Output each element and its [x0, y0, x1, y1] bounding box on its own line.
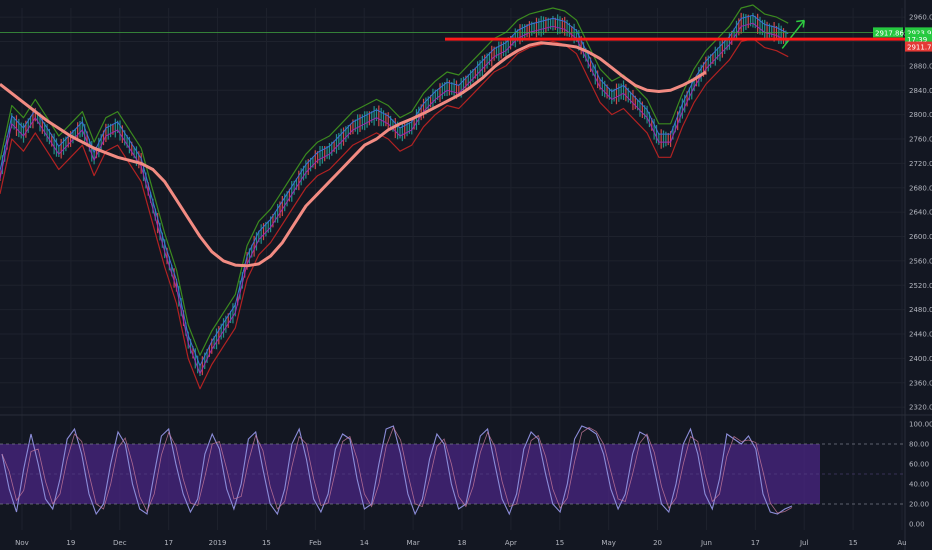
time-tick-label: 14: [360, 539, 369, 547]
time-tick-label: 20: [653, 539, 662, 547]
time-tick-label: Apr: [505, 539, 517, 547]
time-tick-label: Nov: [15, 539, 29, 547]
price-tag-box: [905, 27, 932, 38]
price-tick-label: 2720.0: [909, 160, 932, 168]
time-tick-label: Jun: [700, 539, 712, 547]
price-tick-label: 2520.0: [909, 282, 932, 290]
time-tick-label: 15: [849, 539, 858, 547]
stochastic-panel: [0, 425, 905, 516]
price-tick-label: 2360.0: [909, 379, 932, 387]
fast-ma-line: [0, 14, 789, 367]
price-tick-label: 2400.0: [909, 355, 932, 363]
time-tick-label: 15: [555, 539, 564, 547]
time-tick-label: 19: [66, 539, 75, 547]
stoch-tick-label: 40.00: [909, 481, 929, 489]
price-tag-label: 2917.862: [875, 29, 908, 37]
price-tick-label: 2560.0: [909, 257, 932, 265]
price-tick-label: 2680.0: [909, 184, 932, 192]
mid-ma-line: [0, 22, 789, 375]
price-tag-label: 2911.7: [907, 44, 932, 52]
time-tick-label: May: [601, 539, 615, 547]
stoch-d-line: [1, 426, 793, 514]
stoch-tick-label: 100.00: [909, 421, 932, 429]
time-tick-label: 18: [458, 539, 467, 547]
price-tag-box: [905, 34, 932, 45]
price-tag-box: [873, 27, 903, 38]
trend-arrow-head: [796, 19, 805, 28]
stoch-tick-label: 0.00: [909, 521, 925, 529]
time-tick-label: Au: [897, 539, 906, 547]
level-lines: [0, 31, 905, 41]
price-tick-label: 2600.0: [909, 233, 932, 241]
axes: 2960.02920.02880.02840.02800.02760.02720…: [15, 14, 932, 547]
price-tick-label: 2800.0: [909, 111, 932, 119]
price-tick-label: 2440.0: [909, 331, 932, 339]
stoch-tick-label: 60.00: [909, 461, 929, 469]
price-tick-label: 2760.0: [909, 136, 932, 144]
price-tag-label: 2923.9: [907, 29, 932, 37]
trend-arrow: [781, 20, 805, 49]
price-series-layer: [0, 4, 805, 390]
time-tick-label: 2019: [209, 539, 227, 547]
time-tick-label: Mar: [407, 539, 420, 547]
time-tick-label: Feb: [309, 539, 322, 547]
price-tick-label: 2480.0: [909, 306, 932, 314]
stoch-tick-label: 80.00: [909, 441, 929, 449]
price-tick-label: 2640.0: [909, 209, 932, 217]
time-tick-label: Jul: [799, 539, 809, 547]
price-tick-label: 2880.0: [909, 62, 932, 70]
stoch-k-line: [1, 425, 793, 516]
time-tick-label: 17: [164, 539, 173, 547]
long-ema-line: [0, 41, 707, 268]
price-tick-label: 2960.0: [909, 14, 932, 22]
time-tick-label: 15: [262, 539, 271, 547]
stoch-tick-label: 20.00: [909, 501, 929, 509]
time-tick-label: Dec: [113, 539, 127, 547]
upper-band-line: [0, 4, 789, 356]
price-tick-label: 2840.0: [909, 87, 932, 95]
time-tick-label: 17: [751, 539, 760, 547]
price-tick-label: 2320.0: [909, 404, 932, 412]
lower-band-line: [0, 37, 789, 390]
price-tag-box: [905, 41, 932, 52]
price-tag-label: 17:39: [907, 36, 927, 44]
